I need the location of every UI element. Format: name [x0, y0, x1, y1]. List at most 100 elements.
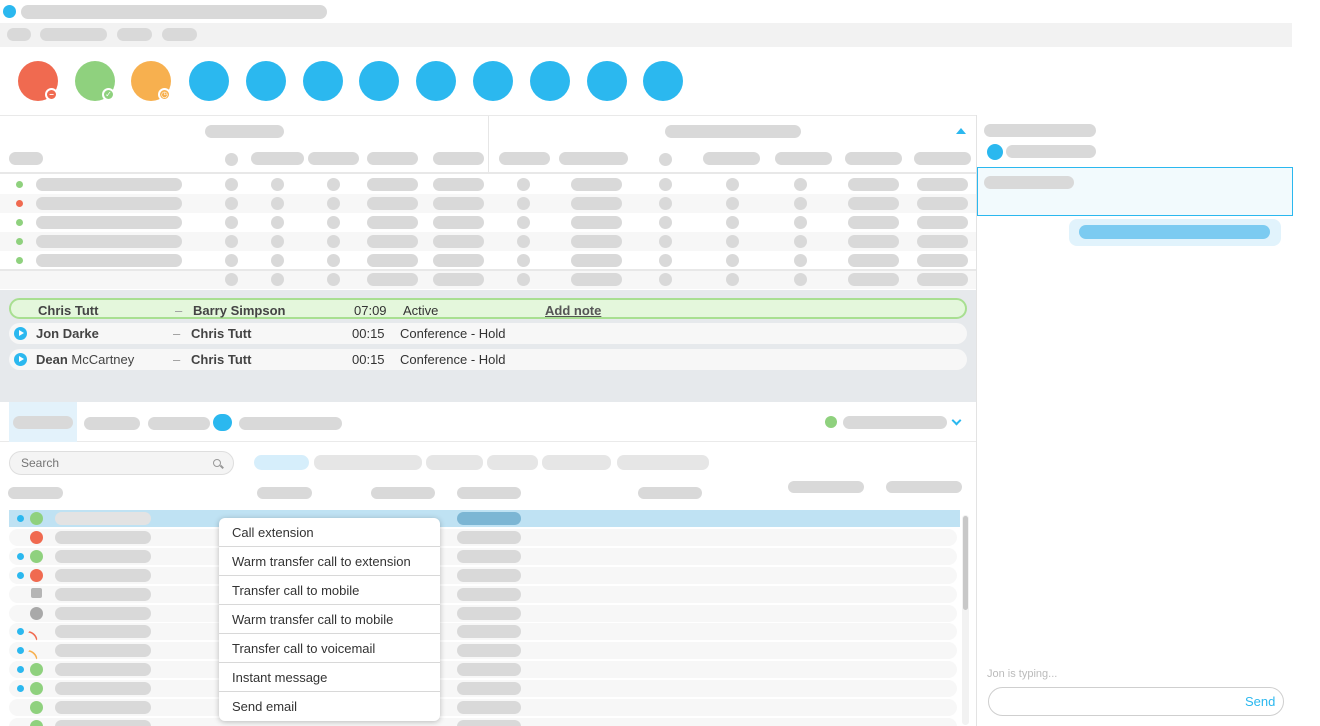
chevron-down-icon[interactable] [951, 415, 962, 426]
filter-chip[interactable] [314, 455, 422, 470]
grid-column-header[interactable] [703, 152, 760, 165]
column-header[interactable] [8, 487, 63, 499]
contact-row[interactable] [9, 717, 957, 726]
column-header[interactable] [886, 481, 962, 493]
contact-row[interactable] [9, 661, 957, 679]
contact-row[interactable] [9, 699, 957, 716]
grid-cell [659, 178, 672, 191]
menu-transfer-voicemail[interactable]: Transfer call to voicemail [219, 634, 440, 663]
column-header[interactable] [788, 481, 864, 493]
grid-row[interactable] [0, 270, 976, 289]
scrollbar-thumb[interactable] [963, 516, 968, 610]
filter-chip[interactable] [542, 455, 611, 470]
grid-column-header[interactable] [433, 152, 484, 165]
grid-row[interactable] [0, 251, 976, 270]
presence-icon [30, 530, 43, 544]
status-dot [16, 257, 23, 264]
tab-active[interactable] [9, 402, 77, 442]
call-row[interactable]: Dean McCartney – Chris Tutt 00:15 Confer… [9, 349, 967, 370]
column-header[interactable] [257, 487, 312, 499]
contact-row[interactable] [9, 604, 957, 622]
filter-chip-active[interactable] [254, 455, 309, 470]
menu-transfer-mobile[interactable]: Transfer call to mobile [219, 576, 440, 605]
filter-chip[interactable] [617, 455, 709, 470]
scrollbar-track[interactable] [962, 515, 969, 725]
grid-column-header[interactable] [845, 152, 902, 165]
status-dot [16, 181, 23, 188]
grid-row[interactable] [0, 232, 976, 251]
menu-warm-transfer-extension[interactable]: Warm transfer call to extension [219, 547, 440, 576]
action-button[interactable] [245, 61, 286, 101]
call-row[interactable]: Jon Darke – Chris Tutt 00:15 Conference … [9, 323, 967, 344]
tab[interactable] [148, 417, 210, 430]
grid-column-header[interactable] [9, 152, 43, 165]
action-button[interactable] [473, 61, 513, 101]
dnd-status-button[interactable]: − [18, 61, 58, 101]
menu-send-email[interactable]: Send email [232, 699, 298, 714]
action-button[interactable] [189, 61, 229, 101]
call-status: Active [403, 303, 439, 318]
chat-panel: Jon is typing... Send [976, 115, 1293, 726]
grid-column-header[interactable] [914, 152, 971, 165]
grid-row[interactable] [0, 175, 976, 194]
grid-row[interactable] [0, 194, 976, 213]
grid-cell [433, 178, 484, 191]
contact-row[interactable]: ) [9, 623, 957, 641]
check-icon: ✓ [102, 88, 115, 101]
away-status-button[interactable]: ◷ [131, 61, 171, 101]
call-row[interactable]: Chris Tutt – Barry Simpson 07:09 Active … [9, 298, 967, 319]
contact-extension [457, 568, 521, 582]
grid-column-header[interactable] [367, 152, 418, 165]
menu-item[interactable] [7, 28, 31, 41]
grid-column-header[interactable] [775, 152, 832, 165]
contact-row[interactable] [9, 510, 960, 527]
menu-item[interactable] [40, 28, 107, 41]
contact-row[interactable] [9, 528, 957, 546]
tab[interactable] [239, 417, 342, 430]
action-button[interactable] [529, 61, 570, 101]
clock-icon: ◷ [158, 88, 171, 101]
filter-chip[interactable] [487, 455, 538, 470]
contact-row[interactable] [9, 680, 957, 698]
play-icon[interactable] [14, 327, 27, 340]
menu-item[interactable] [117, 28, 152, 41]
add-note-link[interactable]: Add note [545, 303, 602, 318]
contact-row[interactable]: ) [9, 642, 957, 660]
menu-call-extension[interactable]: Call extension [219, 518, 440, 547]
tab[interactable] [84, 417, 140, 430]
search-input[interactable] [9, 451, 234, 475]
action-button[interactable] [416, 61, 457, 101]
column-header[interactable] [638, 487, 702, 499]
filter-chip[interactable] [426, 455, 483, 470]
grid-column-header[interactable] [225, 153, 238, 166]
grid-column-header[interactable] [559, 152, 628, 165]
grid-column-header[interactable] [251, 152, 304, 165]
menu-warm-transfer-mobile[interactable]: Warm transfer call to mobile [219, 605, 440, 634]
grid-header-divider [0, 172, 976, 174]
presence-selector[interactable] [843, 416, 947, 429]
action-button[interactable] [302, 61, 343, 101]
contact-name [55, 606, 151, 620]
send-button[interactable]: Send [1245, 694, 1276, 709]
grid-cell [571, 178, 622, 191]
play-icon[interactable] [14, 353, 27, 366]
menu-instant-message[interactable]: Instant message [219, 663, 440, 692]
column-header[interactable] [371, 487, 435, 499]
grid-column-header[interactable] [308, 152, 359, 165]
search-icon[interactable] [213, 459, 221, 467]
column-header[interactable] [457, 487, 521, 499]
menu-item[interactable] [162, 28, 197, 41]
grid-column-header[interactable] [499, 152, 550, 165]
chat-input[interactable] [997, 692, 1237, 711]
contact-row[interactable] [9, 547, 957, 565]
action-button[interactable] [643, 61, 684, 101]
contact-row[interactable] [9, 585, 957, 603]
grid-row[interactable] [0, 213, 976, 232]
action-button[interactable] [359, 61, 400, 101]
contact-row[interactable] [9, 566, 957, 584]
available-status-button[interactable]: ✓ [75, 61, 115, 101]
collapse-up-icon[interactable] [956, 128, 966, 134]
grid-column-header[interactable] [659, 153, 672, 166]
action-button[interactable] [586, 61, 627, 101]
call-duration: 00:15 [352, 326, 385, 341]
